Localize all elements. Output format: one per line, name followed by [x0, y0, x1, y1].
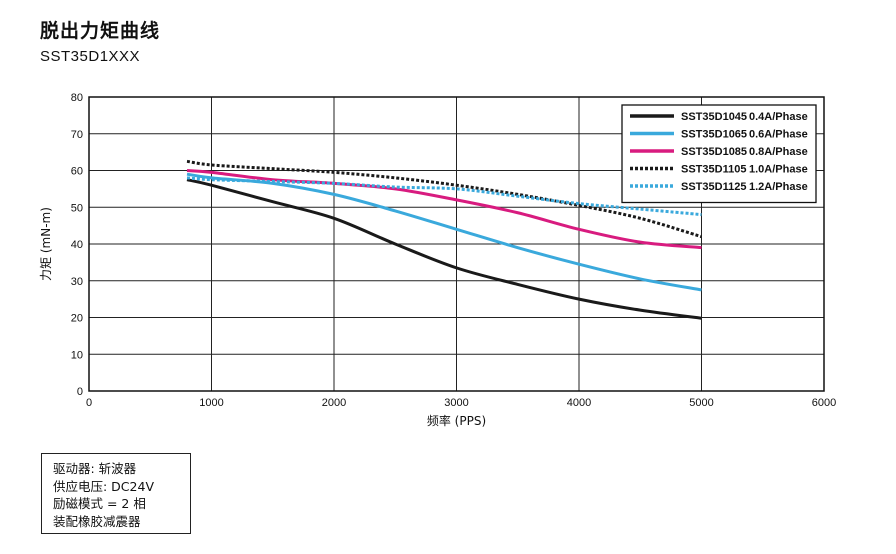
legend-model-2: SST35D1065 — [681, 129, 747, 141]
legend-current-5: 1.2A/Phase — [749, 181, 808, 193]
chart-title: 脱出力矩曲线 — [40, 20, 161, 42]
legend-current-4: 1.0A/Phase — [749, 164, 808, 176]
legend-model-4: SST35D1105 — [681, 164, 746, 176]
legend-model-5: SST35D1125 — [681, 181, 746, 193]
series-line-5 — [186, 176, 702, 217]
legend-box — [621, 104, 817, 204]
y-tick-label: 30 — [71, 276, 83, 288]
y-tick-label: 70 — [71, 129, 83, 141]
chart-subtitle: SST35D1XXX — [40, 48, 141, 65]
plot-frame — [88, 96, 825, 392]
y-tick-label: 20 — [71, 313, 83, 325]
legend-model-3: SST35D1085 — [681, 146, 747, 158]
y-tick-label: 40 — [71, 239, 83, 251]
note-voltage: 供应电压: DC24V — [53, 478, 154, 494]
test-conditions-box: 驱动器: 斩波器 供应电压: DC24V 励磁模式 = 2 相 装配橡胶减震器 — [41, 453, 191, 534]
y-tick-label: 0 — [77, 386, 83, 398]
x-axis-label: 频率 (PPS) — [427, 413, 486, 428]
legend-current-2: 0.6A/Phase — [749, 129, 808, 141]
x-tick-label: 4000 — [567, 397, 591, 409]
note-driver: 驱动器: 斩波器 — [53, 461, 137, 476]
x-tick-label: 6000 — [812, 397, 836, 409]
series-line-3 — [186, 169, 702, 250]
x-tick-label: 1000 — [199, 397, 223, 409]
x-tick-label: 3000 — [444, 397, 468, 409]
y-axis-label: 力矩 (mN-m) — [39, 207, 53, 281]
y-tick-label: 50 — [71, 202, 83, 214]
chart-ticks: 0 1000 2000 3000 4000 5000 6000 0 10 20 30 40 50 60 70… — [71, 92, 836, 409]
chart-series — [186, 159, 702, 320]
series-line-4 — [186, 159, 702, 239]
legend-current-3: 0.8A/Phase — [749, 146, 808, 158]
y-tick-label: 10 — [71, 349, 83, 361]
note-damper: 装配橡胶减震器 — [53, 513, 141, 529]
legend-current-1: 0.4A/Phase — [749, 111, 808, 123]
legend-model-1: SST35D1045 — [681, 111, 747, 123]
series-line-1 — [186, 178, 702, 320]
y-tick-label: 80 — [71, 92, 83, 104]
x-tick-label: 2000 — [322, 397, 346, 409]
note-excitation: 励磁模式 = 2 相 — [53, 496, 146, 511]
x-tick-label: 0 — [86, 397, 92, 409]
y-tick-label: 60 — [71, 166, 83, 178]
x-tick-label: 5000 — [689, 397, 713, 409]
